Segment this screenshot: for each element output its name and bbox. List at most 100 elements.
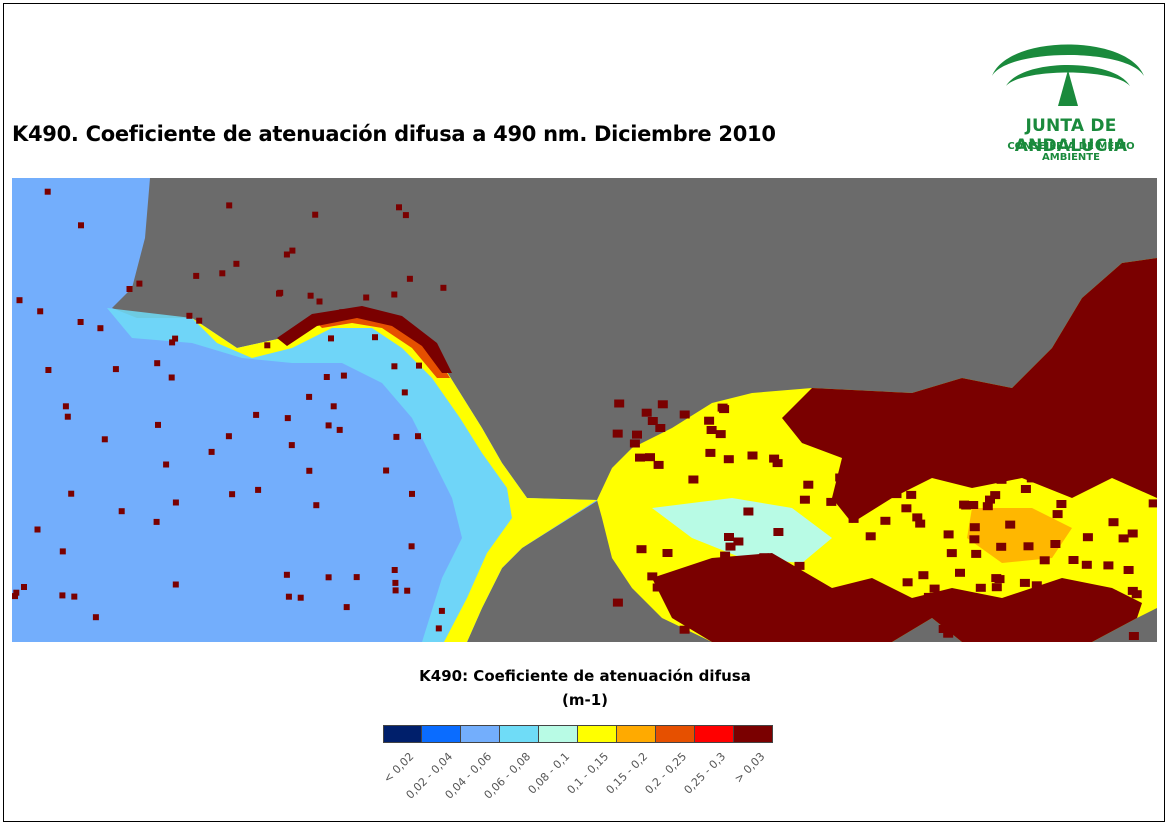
high-k490-pixel <box>906 490 917 499</box>
legend-title-line1: K490: Coeficiente de atenuación difusa <box>419 667 751 685</box>
high-k490-pixel <box>1128 464 1139 473</box>
high-k490-pixel <box>825 443 836 451</box>
high-k490-pixel <box>959 500 970 509</box>
high-k490-pixel <box>679 625 690 634</box>
high-k490-pixel <box>136 280 143 287</box>
high-k490-pixel <box>391 567 398 573</box>
high-k490-pixel <box>655 424 666 432</box>
high-k490-pixel <box>62 403 69 410</box>
map-title: K490. Coeficiente de atenuación difusa a… <box>12 122 776 146</box>
high-k490-pixel <box>747 451 758 460</box>
high-k490-pixel <box>743 507 754 516</box>
high-k490-pixel <box>641 408 652 417</box>
high-k490-pixel <box>864 592 875 600</box>
high-k490-pixel <box>694 620 705 629</box>
high-k490-pixel <box>902 578 913 587</box>
high-k490-pixel <box>943 629 954 638</box>
high-k490-pixel <box>313 502 320 509</box>
high-k490-pixel <box>645 453 655 462</box>
high-k490-pixel <box>901 504 912 513</box>
legend-swatch <box>422 725 461 743</box>
high-k490-pixel <box>393 433 400 440</box>
high-k490-pixel <box>881 456 892 465</box>
high-k490-pixel <box>1127 586 1138 595</box>
high-k490-pixel <box>277 289 284 296</box>
high-k490-pixel <box>657 400 668 409</box>
high-k490-pixel <box>64 413 71 420</box>
high-k490-pixel <box>193 272 200 279</box>
high-k490-pixel <box>12 593 18 600</box>
high-k490-pixel <box>1031 581 1042 590</box>
high-k490-pixel <box>155 421 161 428</box>
high-k490-pixel <box>912 513 923 522</box>
high-k490-pixel <box>97 325 104 332</box>
high-k490-pixel <box>343 604 350 611</box>
high-k490-pixel <box>172 499 179 506</box>
high-k490-pixel <box>283 251 290 258</box>
high-k490-pixel <box>847 603 858 612</box>
legend-title-line2: (m-1) <box>561 691 608 709</box>
high-k490-pixel <box>930 453 941 462</box>
high-k490-pixel <box>773 528 784 536</box>
high-k490-pixel <box>991 583 1002 592</box>
high-k490-pixel <box>1082 533 1093 542</box>
high-k490-pixel <box>1020 485 1031 493</box>
high-k490-pixel <box>891 490 902 499</box>
high-k490-pixel <box>929 584 940 593</box>
high-k490-pixel <box>971 549 982 558</box>
mediterranean-orange-patch <box>967 508 1072 563</box>
high-k490-pixel <box>748 609 759 618</box>
high-k490-pixel <box>1026 474 1037 483</box>
legend-label: 0,25 - 0,3 <box>681 750 729 797</box>
high-k490-pixel <box>101 436 108 443</box>
high-k490-pixel <box>126 286 133 292</box>
high-k490-pixel <box>1039 556 1050 565</box>
high-k490-pixel <box>34 526 41 533</box>
atlantic-high-edge <box>277 306 452 373</box>
high-k490-pixel <box>1056 500 1067 508</box>
high-k490-pixel <box>975 583 986 592</box>
high-k490-pixel <box>59 592 66 599</box>
high-k490-pixel <box>1079 593 1090 602</box>
high-k490-pixel <box>1120 606 1130 615</box>
high-k490-pixel <box>392 579 399 586</box>
high-k490-pixel <box>330 403 337 410</box>
high-k490-pixel <box>968 501 979 509</box>
high-k490-pixel <box>805 417 816 425</box>
high-k490-pixel <box>724 533 734 541</box>
high-k490-pixel <box>778 619 789 627</box>
high-k490-pixel <box>264 342 271 349</box>
legend-swatch <box>383 725 422 743</box>
high-k490-pixel <box>662 549 673 557</box>
high-k490-pixel <box>78 222 84 229</box>
high-k490-pixel <box>1097 595 1108 604</box>
high-k490-pixel <box>1050 540 1061 548</box>
junta-andalucia-logo <box>992 44 1144 106</box>
high-k490-pixel <box>435 625 442 632</box>
high-k490-pixel <box>1103 561 1114 570</box>
high-k490-pixel <box>1048 631 1059 640</box>
high-k490-pixel <box>404 587 411 594</box>
high-k490-pixel <box>307 292 314 299</box>
high-k490-pixel <box>679 410 690 419</box>
high-k490-pixel <box>186 312 193 319</box>
high-k490-pixel <box>306 393 313 400</box>
high-k490-pixel <box>612 429 623 438</box>
high-k490-pixel <box>45 367 52 373</box>
legend-label: 0,2 - 0,25 <box>642 750 690 797</box>
high-k490-pixel <box>826 497 837 506</box>
high-k490-pixel <box>835 419 846 428</box>
legend-label: > 0,03 <box>731 750 768 786</box>
legend-swatch <box>695 725 734 743</box>
high-k490-pixel <box>985 466 996 475</box>
high-k490-pixel <box>635 453 645 462</box>
high-k490-pixel <box>1023 542 1034 551</box>
high-k490-pixel <box>986 613 997 622</box>
high-k490-pixel <box>289 247 296 254</box>
high-k490-pixel <box>44 188 51 195</box>
high-k490-pixel <box>860 490 871 499</box>
high-k490-pixel <box>652 583 663 592</box>
high-k490-pixel <box>1051 474 1062 483</box>
mediterranean-clear-patch <box>652 498 832 563</box>
legend-swatch <box>656 725 695 743</box>
